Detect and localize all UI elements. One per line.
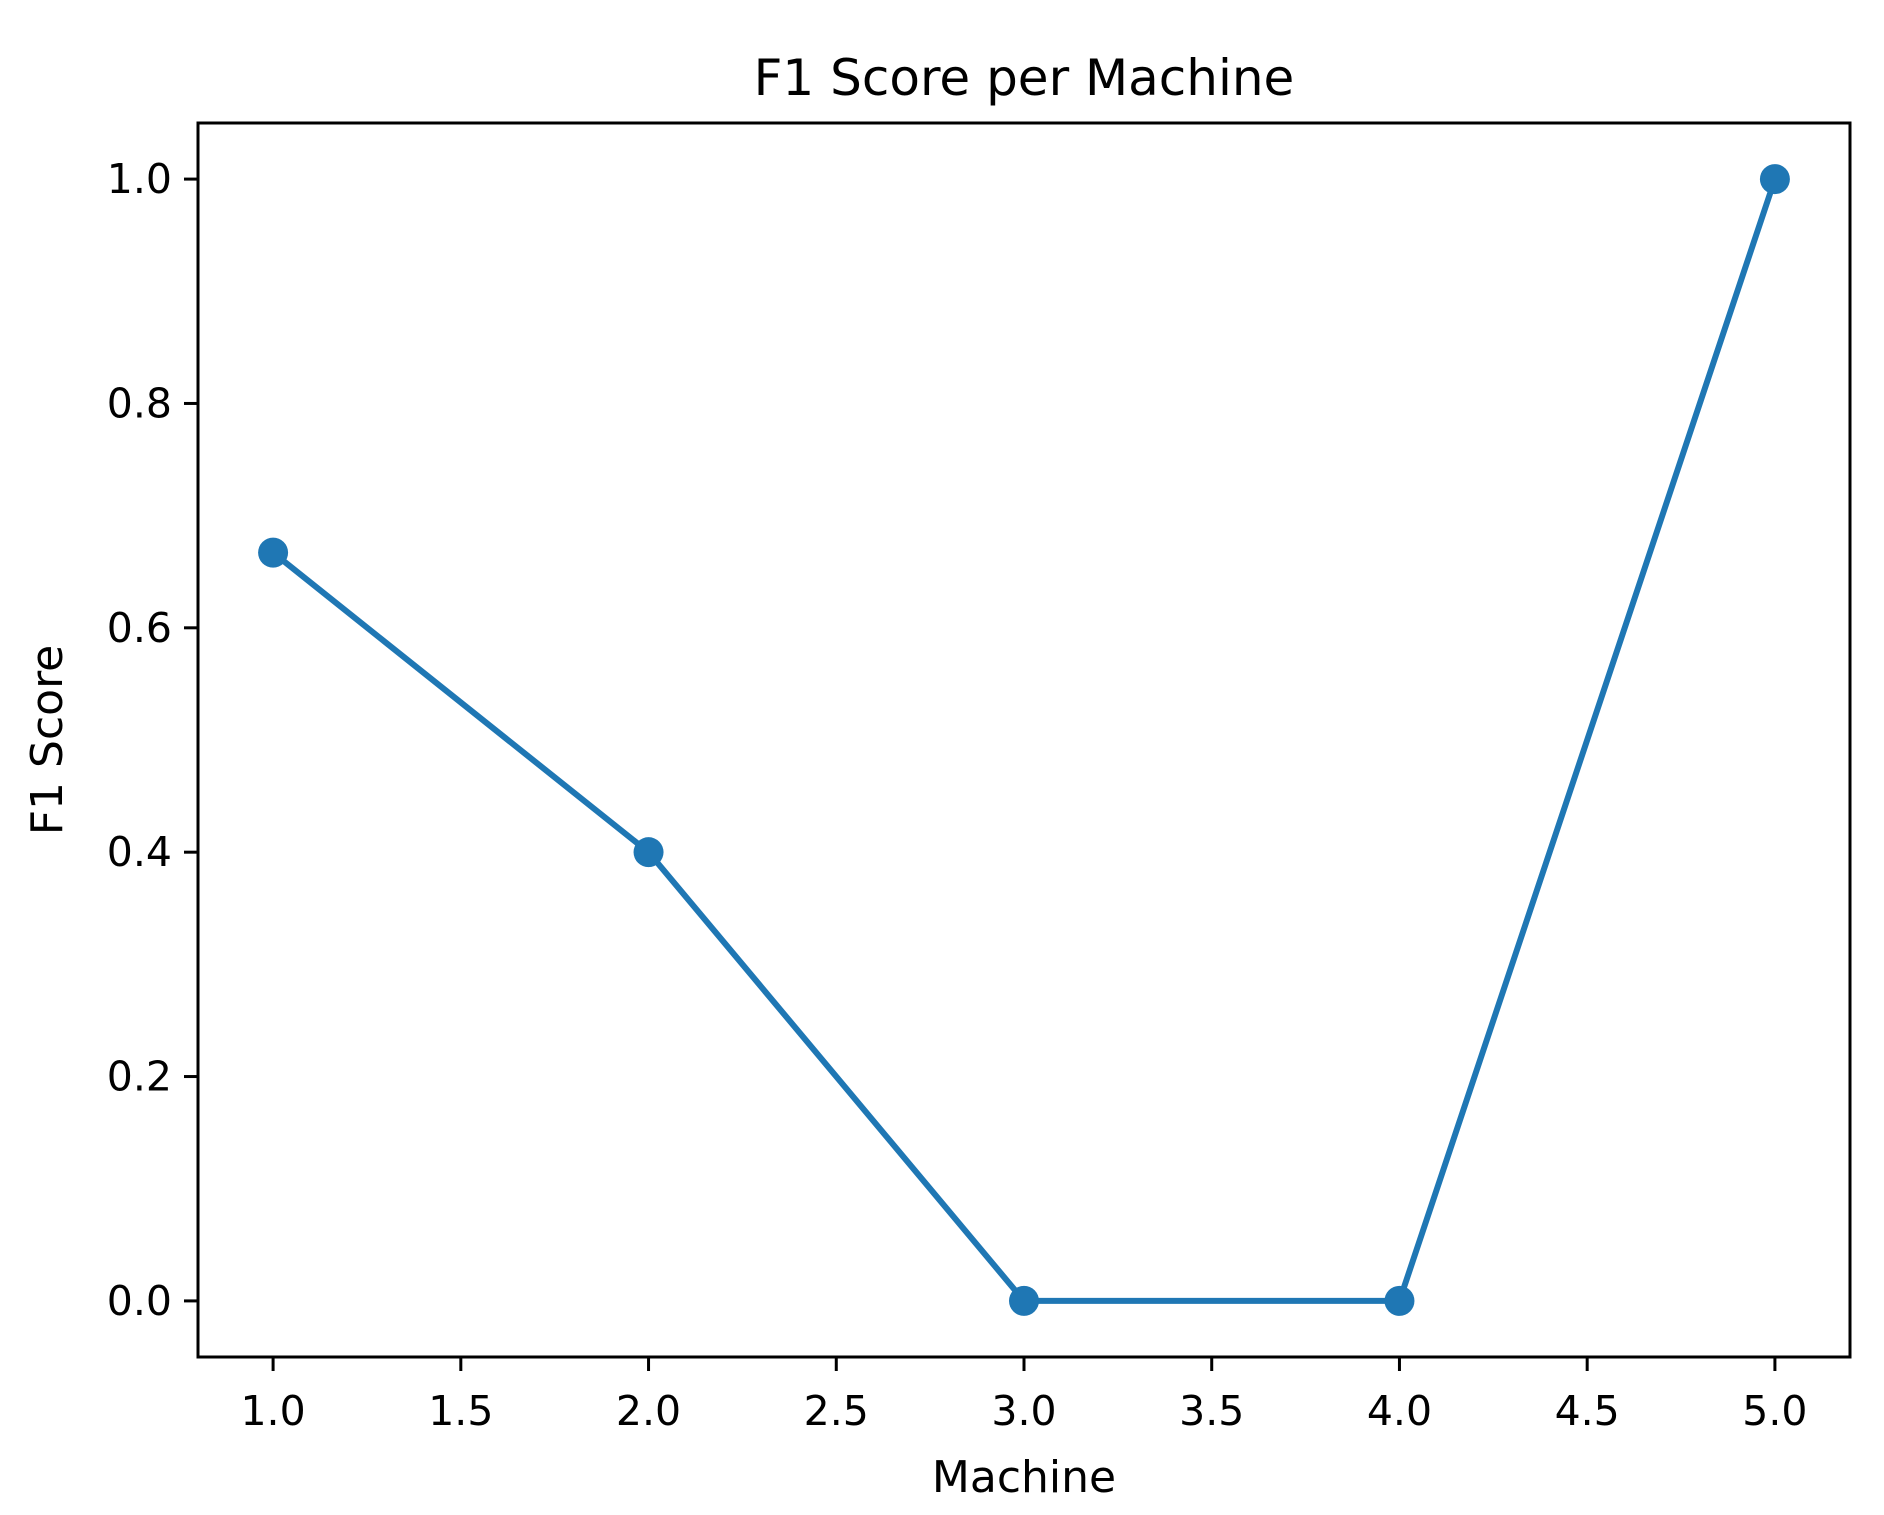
x-tick-label: 1.5: [428, 1387, 493, 1435]
x-axis-label: Machine: [932, 1452, 1116, 1503]
y-tick-label: 0.8: [107, 379, 172, 427]
y-axis-label: F1 Score: [22, 645, 73, 836]
y-tick-label: 0.2: [107, 1053, 172, 1101]
x-tick-label: 3.5: [1179, 1387, 1244, 1435]
x-tick-label: 1.0: [240, 1387, 305, 1435]
axis-ticks: [184, 177, 1777, 1371]
data-point-marker: [258, 537, 289, 568]
x-tick-label: 4.0: [1367, 1387, 1432, 1435]
x-tick-label: 2.0: [616, 1387, 681, 1435]
x-tick-label: 5.0: [1742, 1387, 1807, 1435]
y-tick-label: 0.4: [107, 828, 172, 876]
y-tick-label: 0.0: [107, 1277, 172, 1325]
x-tick-label: 4.5: [1555, 1387, 1620, 1435]
x-tick-label: 2.5: [804, 1387, 869, 1435]
y-tick-label: 1.0: [107, 155, 172, 203]
data-series: [258, 164, 1790, 1316]
data-point-marker: [1009, 1285, 1039, 1316]
x-tick-label: 3.0: [991, 1387, 1056, 1435]
data-point-marker: [1759, 164, 1790, 195]
y-tick-label: 0.6: [107, 604, 172, 652]
axes-frame: [196, 121, 1852, 1359]
plot-area: [198, 123, 1850, 1357]
chart-title: F1 Score per Machine: [754, 49, 1295, 107]
data-point-marker: [633, 837, 664, 868]
axis-tick-labels: 1.0 1.5 2.0 2.5 3.0 3.5 4.0 4.5 5.0 0.0 0.2 0.4 0.6 0…: [107, 155, 1808, 1435]
data-point-marker: [1384, 1285, 1415, 1316]
